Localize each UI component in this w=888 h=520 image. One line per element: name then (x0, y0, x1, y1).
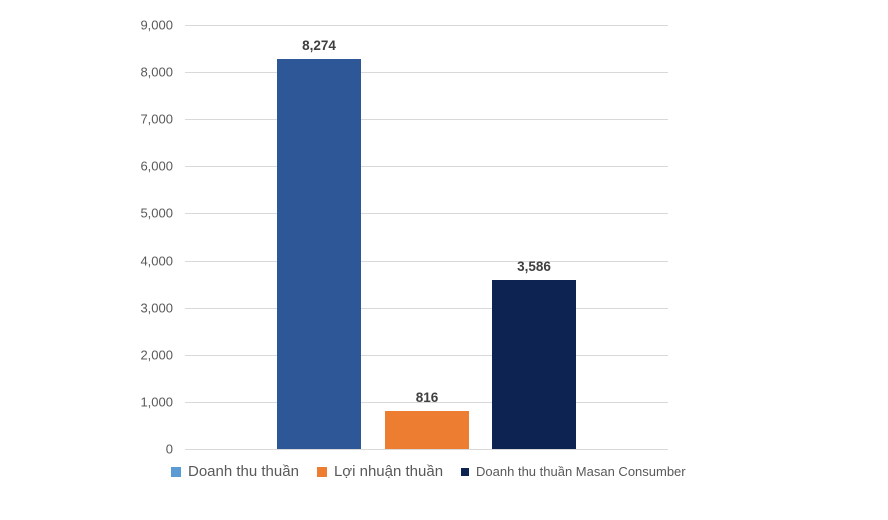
y-axis-tick-label: 2,000 (140, 347, 173, 363)
legend-item-1: Doanh thu thuần (171, 463, 299, 480)
gridline (185, 449, 668, 450)
gridline (185, 119, 668, 121)
legend: Doanh thu thuần Lợi nhuận thuần Doanh thu … (171, 463, 686, 480)
gridline (185, 354, 668, 356)
y-axis-tick-label: 3,000 (140, 300, 173, 316)
gridline (185, 72, 668, 74)
gridline (185, 25, 668, 26)
gridline (185, 213, 668, 215)
legend-marker-icon (316, 466, 327, 477)
y-axis-tick-label: 0 (165, 441, 173, 457)
y-axis-tick-label: 8,000 (140, 64, 173, 80)
y-axis-tick-label: 7,000 (140, 111, 173, 127)
gridline (185, 401, 668, 403)
bar-value-label: 816 (415, 389, 439, 405)
y-axis-tick-label: 9,000 (140, 17, 173, 33)
legend-label: Lợi nhuận thuần (333, 463, 444, 480)
bar-series-2 (385, 410, 469, 449)
bar-series-1 (277, 59, 361, 449)
y-axis-tick-label: 1,000 (140, 394, 173, 410)
gridline (185, 166, 668, 168)
bar-series-3 (492, 280, 576, 449)
legend-label: Doanh thu thuần (188, 463, 299, 480)
gridline (185, 307, 668, 309)
legend-item-2: Lợi nhuận thuần (316, 463, 444, 480)
bar-value-label: 8,274 (302, 38, 336, 54)
legend-item-3: Doanh thu thuần Masan Consumber (461, 464, 686, 479)
y-axis-tick-label: 4,000 (140, 253, 173, 269)
legend-marker-icon (171, 466, 181, 477)
bar-value-label: 3,586 (517, 259, 551, 275)
gridline (185, 260, 668, 262)
legend-label: Doanh thu thuần Masan Consumber (476, 464, 686, 479)
y-axis-tick-label: 6,000 (140, 158, 173, 174)
legend-marker-icon (461, 467, 470, 476)
y-axis-tick-label: 5,000 (140, 205, 173, 221)
